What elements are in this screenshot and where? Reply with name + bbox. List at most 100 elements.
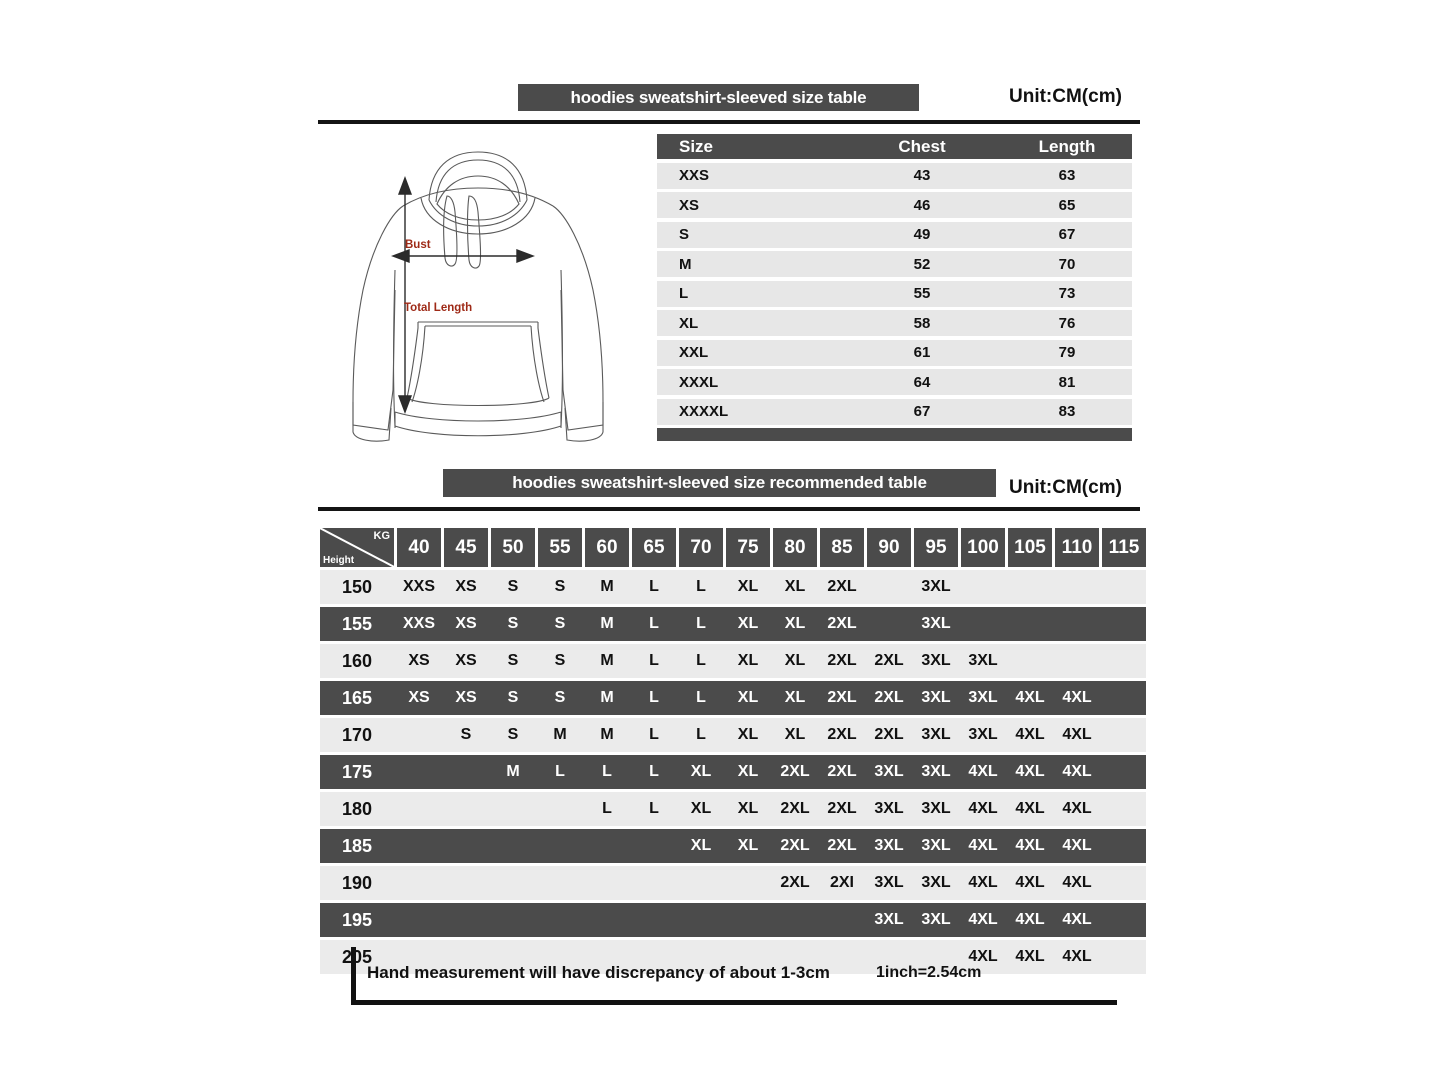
- size-cell: 4XL: [968, 874, 998, 891]
- table-row: 165 XS XS S S M L L XL XL 2XL 2XL 3XL 3XL 4XL 4XL: [320, 681, 1146, 715]
- chest-cell: 43: [913, 167, 931, 184]
- height-label-150: 150: [341, 576, 373, 597]
- size-cell: 4XL: [1015, 689, 1045, 706]
- size-cell: 4XL: [1015, 763, 1045, 780]
- size-cell: XL: [737, 726, 759, 743]
- weight-header-80: 80: [773, 528, 817, 567]
- size-cell: 3XL: [874, 911, 904, 928]
- size-cell: L: [696, 726, 706, 743]
- height-label-160: 160: [341, 650, 373, 671]
- size-cell: L: [649, 726, 659, 743]
- chest-cell: 64: [913, 373, 931, 391]
- col-header-chest: Chest: [898, 136, 946, 156]
- size-cell: XS: [679, 196, 700, 214]
- size-cell: 4XL: [1062, 911, 1092, 928]
- size-cell: 3XL: [874, 800, 904, 817]
- size-cell: M: [600, 726, 614, 743]
- length-cell: 83: [1058, 403, 1076, 420]
- size-cell: 3XL: [921, 615, 951, 632]
- weight-header-row: KG Height 40 45 50 55 60 65 70 75 80 85 90 95 100 105…: [320, 528, 1146, 567]
- footer-note: Hand measurement will have discrepancy o…: [367, 963, 830, 982]
- size-cell: L: [649, 615, 659, 632]
- size-cell: 3XL: [921, 911, 951, 928]
- size-cell: L: [696, 689, 706, 706]
- size-cell: 2XL: [827, 837, 857, 854]
- size-cell: L: [602, 800, 612, 817]
- weight-header-75: 75: [726, 528, 770, 567]
- weight-header-90: 90: [867, 528, 911, 567]
- size-cell: L: [649, 689, 659, 706]
- table-row: L 55 73: [657, 280, 1132, 307]
- table-row: XXXL 64 81: [657, 369, 1132, 395]
- col-header-size: Size: [679, 136, 714, 156]
- table-row: 185 XL XL 2XL 2XL 3XL 3XL 4XL 4XL 4XL: [320, 829, 1146, 863]
- size-cell: 3XL: [968, 726, 998, 743]
- size-cell: 4XL: [968, 800, 998, 817]
- size-cell: 4XL: [1062, 948, 1092, 965]
- size-cell: XL: [737, 652, 759, 669]
- size-cell: XXS: [402, 615, 435, 632]
- size-cell: XL: [784, 615, 806, 632]
- size-cell: 3XL: [921, 652, 951, 669]
- height-label-185: 185: [341, 835, 373, 856]
- size-cell: M: [600, 652, 614, 669]
- size-cell: S: [507, 652, 519, 669]
- length-cell: 67: [1058, 226, 1076, 243]
- size-cell: 2XL: [827, 800, 857, 817]
- hoodie-drawing-svg: [352, 151, 604, 442]
- size-cell: M: [553, 726, 567, 743]
- height-label-170: 170: [341, 724, 373, 745]
- size-cell: XS: [455, 615, 477, 632]
- size-cell: 4XL: [1015, 800, 1045, 817]
- size-cell: 3XL: [921, 763, 951, 780]
- size-cell: 2XL: [874, 726, 904, 743]
- size-cell: 2XL: [827, 689, 857, 706]
- total-length-measurement-label: Total Length: [404, 302, 473, 314]
- size-cell: S: [507, 578, 519, 595]
- size-cell: 2XL: [827, 578, 857, 595]
- size-cell: 2XL: [780, 874, 810, 891]
- height-label-165: 165: [341, 687, 373, 708]
- size-cell: XXS: [402, 578, 435, 595]
- size-cell: L: [649, 800, 659, 817]
- size-cell: XS: [408, 652, 430, 669]
- size-cell: XXXXL: [679, 403, 729, 420]
- size-cell: XXXL: [679, 373, 719, 391]
- table-row: 190 2XL 2XI 3XL 3XL 4XL 4XL 4XL: [320, 866, 1146, 900]
- size-cell: 4XL: [1015, 948, 1045, 965]
- table-row: 175 M L L L XL XL 2XL 2XL 3XL 3XL 4XL 4XL 4XL: [320, 755, 1146, 789]
- length-cell: 73: [1058, 285, 1076, 302]
- size-cell: L: [649, 652, 659, 669]
- size-cell: XL: [737, 800, 759, 817]
- size-cell: L: [602, 763, 612, 780]
- length-cell: 79: [1058, 344, 1076, 361]
- size-cell: M: [600, 578, 614, 595]
- size-cell: 4XL: [1062, 837, 1092, 854]
- table-row: 160 XS XS S S M L L XL XL 2XL 2XL 3XL 3XL: [320, 644, 1146, 678]
- size-cell: 3XL: [874, 874, 904, 891]
- footer-bracket-horizontal: [351, 1000, 1117, 1005]
- size-cell: 2XL: [874, 652, 904, 669]
- height-label-205: 205: [341, 946, 373, 967]
- table-row: S 49 67: [657, 221, 1132, 248]
- size-cell: 4XL: [1015, 726, 1045, 743]
- footer-conversion: 1inch=2.54cm: [876, 964, 982, 981]
- height-label-190: 190: [341, 872, 373, 893]
- size-cell: XL: [737, 689, 759, 706]
- height-label-195: 195: [341, 909, 373, 930]
- size-cell: XL: [690, 800, 712, 817]
- size-cell: 2XL: [827, 726, 857, 743]
- size-cell: 4XL: [1062, 763, 1092, 780]
- size-table-footer-bar: [657, 428, 1132, 441]
- weight-header-105: 105: [1008, 528, 1052, 567]
- size-cell: 4XL: [1062, 726, 1092, 743]
- size-cell: L: [696, 578, 706, 595]
- size-cell: XL: [737, 615, 759, 632]
- weight-header-60: 60: [585, 528, 629, 567]
- size-cell: 3XL: [921, 837, 951, 854]
- size-cell: 3XL: [968, 689, 998, 706]
- divider-rule-middle: [318, 507, 1140, 511]
- size-cell: 2XL: [780, 763, 810, 780]
- size-cell: S: [554, 578, 566, 595]
